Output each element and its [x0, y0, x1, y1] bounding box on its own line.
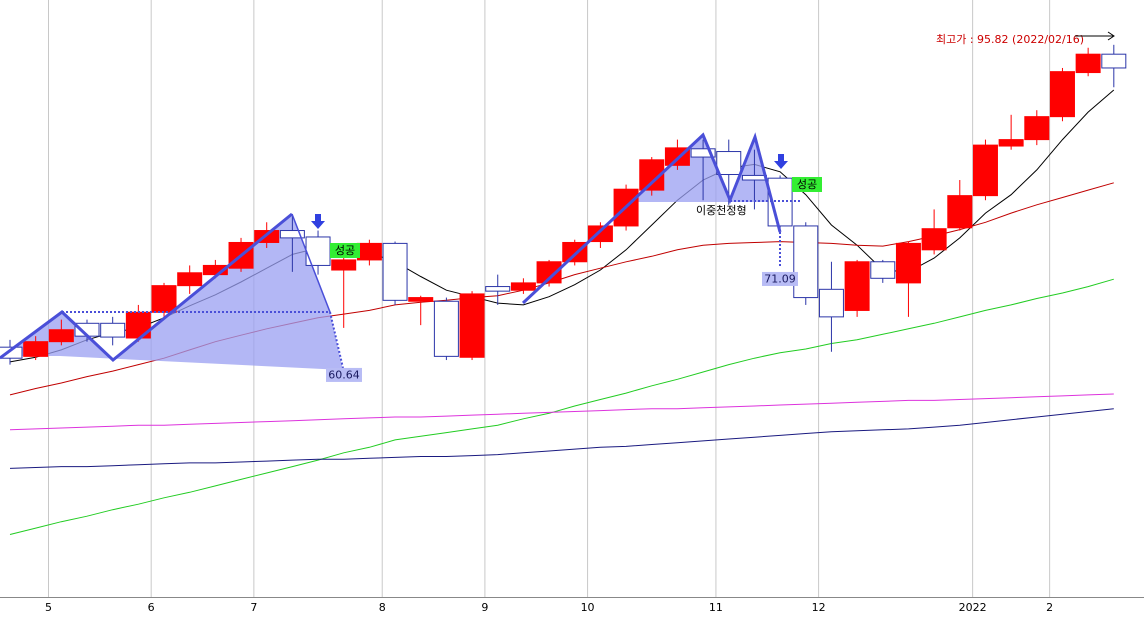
candle-body	[433, 300, 459, 357]
target-label: 60.64	[328, 368, 360, 381]
x-labels: 5 6 7 8 9 10 11 12 2022 2	[45, 601, 1053, 614]
candle-body	[485, 286, 511, 292]
target-box	[762, 271, 798, 286]
candle-body	[844, 261, 870, 311]
pattern-line	[0, 212, 293, 362]
candle-body	[356, 242, 382, 261]
x-tick-label: 10	[581, 601, 595, 614]
candle-body	[1049, 71, 1075, 118]
x-tick-label: 2022	[959, 601, 987, 614]
candle-body	[947, 195, 973, 229]
candle-body	[23, 341, 49, 357]
candle-body	[408, 297, 434, 302]
pattern-name: 이중천정형	[696, 203, 747, 217]
signal-arrow	[774, 154, 788, 169]
candle-body	[177, 272, 203, 287]
candle-body	[510, 282, 536, 291]
candles	[0, 44, 1127, 365]
max-arrow-head	[1107, 31, 1115, 41]
moving-average	[9, 408, 1114, 469]
x-tick-label: 2	[1046, 601, 1053, 614]
candle-body	[998, 139, 1024, 147]
candle-body	[895, 242, 921, 284]
candle-body	[1075, 53, 1101, 74]
max-price-label: 최고가 : 95.82 (2022/02/16)	[936, 33, 1084, 46]
candle-body	[716, 151, 742, 176]
target-box	[326, 367, 362, 382]
target-label: 71.09	[764, 272, 796, 285]
candle-body	[382, 242, 408, 301]
targets: 60.64 71.09	[326, 271, 798, 382]
candle-body	[690, 148, 716, 158]
candle-body	[767, 177, 793, 227]
x-tick-label: 5	[45, 601, 52, 614]
candle-body	[1101, 53, 1127, 69]
target-line	[329, 311, 344, 369]
candle-body	[741, 174, 767, 181]
candle-body	[793, 225, 819, 299]
x-tick-label: 11	[709, 601, 723, 614]
candle-body	[818, 288, 844, 318]
success-label: 성공	[797, 178, 817, 191]
candle-body	[870, 261, 896, 279]
candle-body	[100, 322, 126, 338]
candle-body	[48, 329, 74, 343]
x-tick-label: 6	[148, 601, 155, 614]
candle-body	[331, 259, 357, 271]
x-tick-label: 7	[250, 601, 257, 614]
signal-arrow	[311, 214, 325, 229]
candle-body	[536, 261, 562, 284]
success-box	[792, 177, 822, 192]
x-tick-label: 12	[812, 601, 826, 614]
x-tick-label: 8	[379, 601, 386, 614]
candle-body	[0, 346, 23, 359]
success-box	[330, 243, 360, 258]
candle-body	[459, 293, 485, 358]
candle-body	[279, 230, 305, 239]
candle-body	[151, 285, 177, 313]
candle-body	[921, 228, 947, 251]
success-label: 성공	[335, 244, 355, 257]
moving-average	[9, 278, 1114, 535]
candle-body	[125, 311, 151, 339]
x-axis-band	[0, 597, 1144, 617]
candle-body	[972, 144, 998, 197]
pattern-fill	[0, 214, 343, 370]
moving-average	[9, 393, 1114, 431]
pattern-line	[291, 213, 331, 313]
candle-body	[1024, 116, 1050, 141]
x-tick-label: 9	[481, 601, 488, 614]
